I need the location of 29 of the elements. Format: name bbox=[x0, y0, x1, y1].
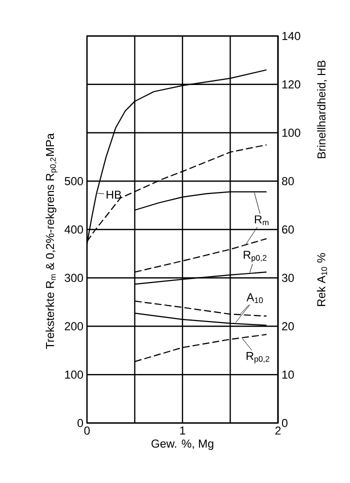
x-tick-label: 2 bbox=[275, 426, 281, 435]
x-tick-label: 1 bbox=[180, 426, 186, 434]
y3-tick-label: 30 bbox=[282, 274, 294, 282]
y3-tick-label: 0 bbox=[282, 418, 288, 428]
y-tick-label: 300 bbox=[64, 274, 84, 282]
annotation: R$_{m}$ bbox=[254, 215, 268, 226]
y2-tick-label: 100 bbox=[282, 128, 300, 137]
y3-tick-label: 20 bbox=[282, 322, 294, 330]
y-tick-label: 100 bbox=[65, 370, 84, 379]
annotation: R$_{p0,2}$ bbox=[244, 250, 266, 262]
y-tick-label: 500 bbox=[64, 177, 84, 186]
y2-tick-label: 60 bbox=[282, 225, 294, 234]
line-series bbox=[134, 191, 268, 211]
x-axis-title: Gew. %, Mg bbox=[152, 440, 214, 450]
y2-tick-label: 80 bbox=[282, 177, 294, 186]
y3-tick-label: 10 bbox=[282, 370, 294, 379]
y-tick-label: 0 bbox=[78, 418, 84, 428]
y-tick-label: 200 bbox=[64, 322, 84, 330]
y-axis-title: Treksterkte R$_{m}$ & 0,2%-rekgrens R$_{p0,2}$MPa bbox=[46, 133, 58, 349]
annotation: HB bbox=[106, 190, 122, 199]
x-tick-label: 0 bbox=[84, 426, 90, 435]
y-tick-label: 400 bbox=[64, 225, 84, 234]
y2-tick-label: 140 bbox=[282, 32, 300, 40]
annotation: R$_{p0,2}$ bbox=[246, 352, 270, 364]
y2-axis-title: Brinellhardheid, HB bbox=[317, 60, 327, 158]
y2-tick-label: 120 bbox=[282, 80, 300, 88]
annotation: A$_{10}$ bbox=[246, 293, 263, 304]
line-series bbox=[134, 334, 268, 362]
y3-axis-title: Rek A$_{10}$ % bbox=[316, 253, 328, 306]
